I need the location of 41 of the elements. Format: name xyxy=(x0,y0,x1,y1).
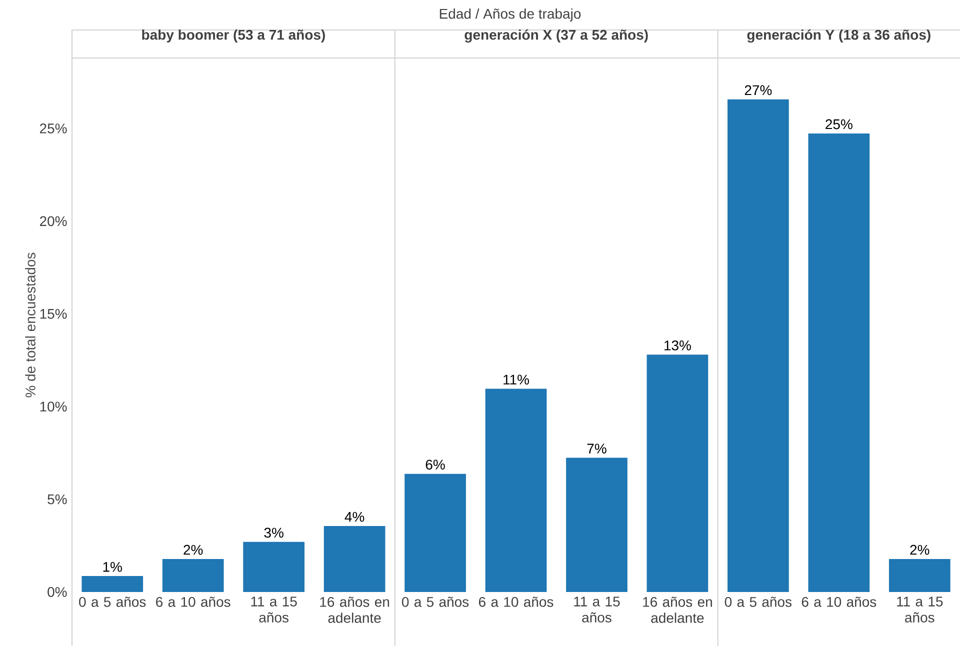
x-tick-label: 0 a 5 años xyxy=(79,596,146,607)
y-tick-label: 15% xyxy=(40,308,67,319)
data-label: 2% xyxy=(184,544,203,555)
data-label: 4% xyxy=(344,512,364,522)
y-tick-label: 10% xyxy=(40,402,67,412)
chart-title: generación Y (18 a 36 años) xyxy=(747,29,930,43)
bar xyxy=(324,526,386,592)
x-tick-label: 16 años en adelante xyxy=(320,596,390,623)
y-axis-title: % de total encuestados xyxy=(25,252,36,398)
y-tick-label: 20% xyxy=(40,216,67,226)
data-label: 2% xyxy=(910,544,930,555)
y-tick-label: 5% xyxy=(48,494,67,504)
x-tick-label: 11 a 15 años xyxy=(574,596,620,622)
y-tick-label: 25% xyxy=(40,124,67,134)
bar xyxy=(82,576,144,592)
data-label: 3% xyxy=(264,528,284,538)
data-label: 25% xyxy=(826,119,852,130)
bar xyxy=(243,542,304,592)
x-tick-label: 0 a 5 años xyxy=(402,596,469,607)
chart-title: baby boomer (53 a 71 años) xyxy=(142,29,325,43)
bar xyxy=(485,388,547,592)
data-label: 7% xyxy=(587,444,606,454)
x-tick-label: 6 a 10 años xyxy=(478,596,554,607)
bar xyxy=(404,474,466,592)
data-label: 27% xyxy=(744,85,772,96)
data-label: 13% xyxy=(664,340,691,350)
x-tick-label: 6 a 10 años xyxy=(802,596,876,607)
y-tick-label: 0% xyxy=(48,587,67,597)
data-label: 1% xyxy=(103,562,122,572)
bar xyxy=(646,354,708,592)
x-tick-label: 11 a 15 años xyxy=(897,596,943,622)
data-label: 6% xyxy=(426,460,445,470)
bar xyxy=(566,458,628,592)
data-label: 11% xyxy=(504,374,529,385)
chart-title: generación X (37 a 52 años) xyxy=(464,29,648,43)
x-tick-label: 11 a 15 años xyxy=(251,596,297,622)
x-axis-title: Edad / Años de trabajo xyxy=(440,8,581,22)
x-tick-label: 16 años en adelante xyxy=(643,596,712,623)
bar xyxy=(162,558,224,592)
x-tick-label: 0 a 5 años xyxy=(724,596,792,607)
x-tick-label: 6 a 10 años xyxy=(156,596,230,607)
